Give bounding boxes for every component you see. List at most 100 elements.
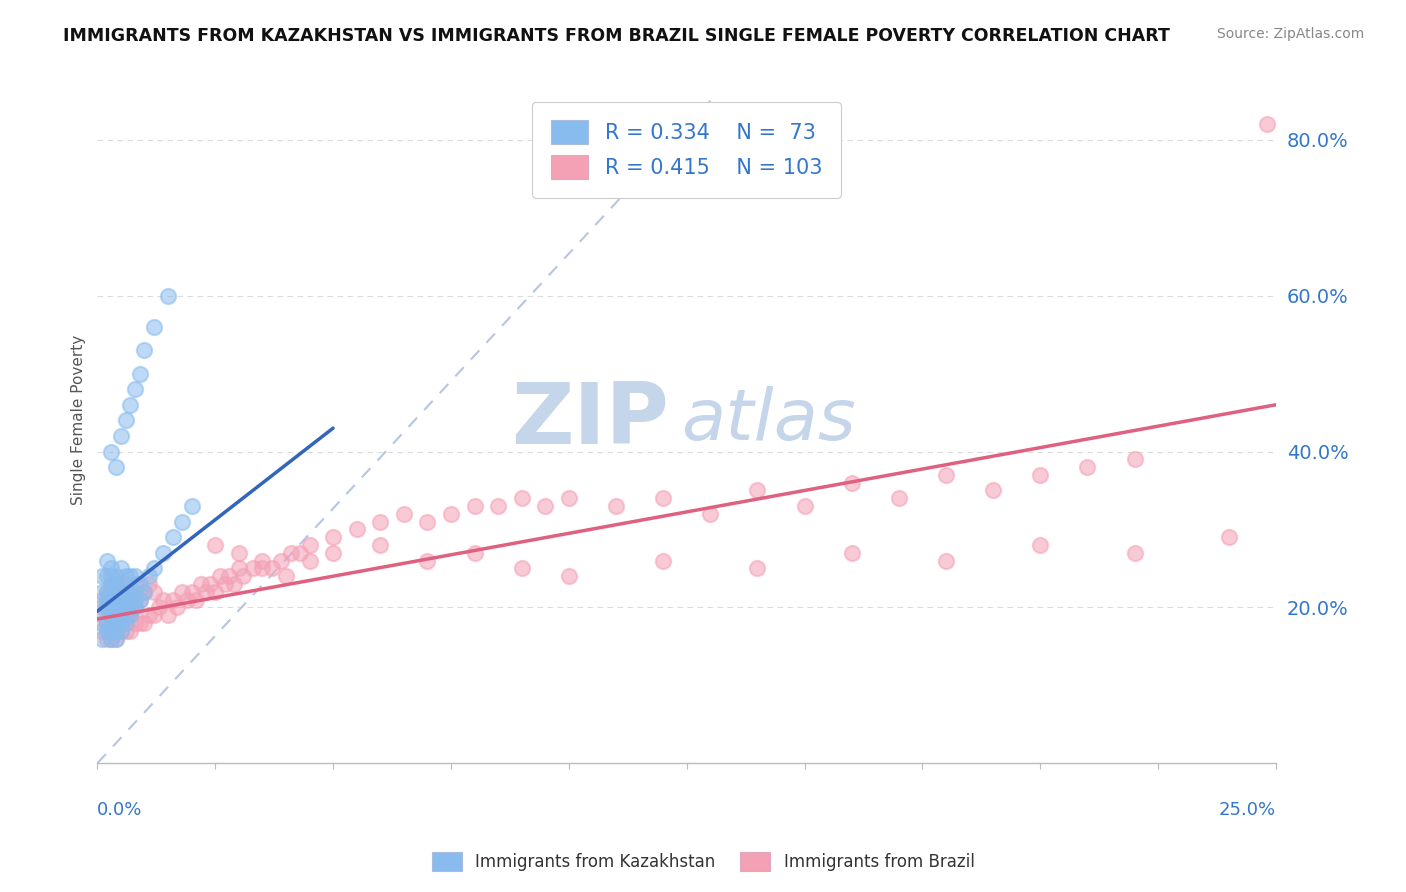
Point — [162, 530, 184, 544]
Point — [128, 592, 150, 607]
Point — [747, 561, 769, 575]
Point — [105, 577, 128, 591]
Point — [142, 584, 165, 599]
Point — [510, 491, 533, 506]
Point — [100, 569, 122, 583]
Point — [138, 569, 160, 583]
Point — [105, 460, 128, 475]
Point — [134, 584, 156, 599]
Point — [935, 553, 957, 567]
Point — [114, 600, 136, 615]
Point — [110, 624, 132, 638]
Point — [114, 615, 136, 630]
Point — [100, 600, 122, 615]
Point — [110, 608, 132, 623]
Point — [142, 319, 165, 334]
Point — [605, 499, 627, 513]
Point — [186, 592, 208, 607]
Point — [152, 592, 174, 607]
Point — [110, 592, 132, 607]
Point — [322, 530, 344, 544]
Point — [368, 515, 391, 529]
Point — [204, 584, 226, 599]
Point — [105, 569, 128, 583]
Point — [280, 546, 302, 560]
Point — [105, 632, 128, 646]
Point — [134, 343, 156, 358]
Point — [252, 561, 274, 575]
Point — [105, 600, 128, 615]
Point — [105, 615, 128, 630]
Point — [110, 577, 132, 591]
Point — [114, 608, 136, 623]
Point — [96, 615, 118, 630]
Point — [288, 546, 311, 560]
Y-axis label: Single Female Poverty: Single Female Poverty — [72, 335, 86, 506]
Point — [120, 608, 142, 623]
Point — [105, 577, 128, 591]
Point — [208, 569, 231, 583]
Point — [218, 569, 240, 583]
Point — [128, 615, 150, 630]
Point — [120, 569, 142, 583]
Text: ZIP: ZIP — [512, 379, 669, 462]
Point — [1123, 546, 1146, 560]
Point — [190, 577, 212, 591]
Point — [100, 615, 122, 630]
Point — [96, 632, 118, 646]
Point — [124, 577, 146, 591]
Point — [120, 584, 142, 599]
Point — [793, 499, 815, 513]
Point — [91, 600, 114, 615]
Point — [176, 592, 198, 607]
Point — [1256, 117, 1278, 131]
Point — [138, 577, 160, 591]
Point — [96, 600, 118, 615]
Point — [157, 288, 180, 302]
Point — [96, 592, 118, 607]
Point — [534, 499, 557, 513]
Point — [322, 546, 344, 560]
Point — [110, 429, 132, 443]
Point — [91, 592, 114, 607]
Point — [242, 561, 264, 575]
Point — [100, 632, 122, 646]
Point — [222, 577, 245, 591]
Text: 25.0%: 25.0% — [1219, 801, 1277, 819]
Point — [200, 577, 222, 591]
Point — [120, 608, 142, 623]
Point — [120, 600, 142, 615]
Point — [114, 592, 136, 607]
Point — [392, 507, 415, 521]
Point — [91, 624, 114, 638]
Text: IMMIGRANTS FROM KAZAKHSTAN VS IMMIGRANTS FROM BRAZIL SINGLE FEMALE POVERTY CORRE: IMMIGRANTS FROM KAZAKHSTAN VS IMMIGRANTS… — [63, 27, 1170, 45]
Point — [138, 608, 160, 623]
Point — [935, 467, 957, 482]
Point — [128, 367, 150, 381]
Point — [96, 584, 118, 599]
Point — [1029, 467, 1052, 482]
Point — [114, 577, 136, 591]
Point — [204, 538, 226, 552]
Point — [105, 615, 128, 630]
Point — [120, 624, 142, 638]
Point — [105, 632, 128, 646]
Point — [96, 553, 118, 567]
Point — [1076, 460, 1098, 475]
Point — [100, 592, 122, 607]
Point — [110, 561, 132, 575]
Point — [114, 413, 136, 427]
Point — [152, 546, 174, 560]
Point — [100, 632, 122, 646]
Point — [274, 569, 297, 583]
Point — [96, 624, 118, 638]
Legend: Immigrants from Kazakhstan, Immigrants from Brazil: Immigrants from Kazakhstan, Immigrants f… — [423, 843, 983, 880]
Point — [100, 600, 122, 615]
Point — [841, 546, 863, 560]
Point — [841, 475, 863, 490]
Point — [252, 553, 274, 567]
Text: Source: ZipAtlas.com: Source: ZipAtlas.com — [1216, 27, 1364, 41]
Point — [91, 569, 114, 583]
Point — [194, 584, 217, 599]
Point — [100, 608, 122, 623]
